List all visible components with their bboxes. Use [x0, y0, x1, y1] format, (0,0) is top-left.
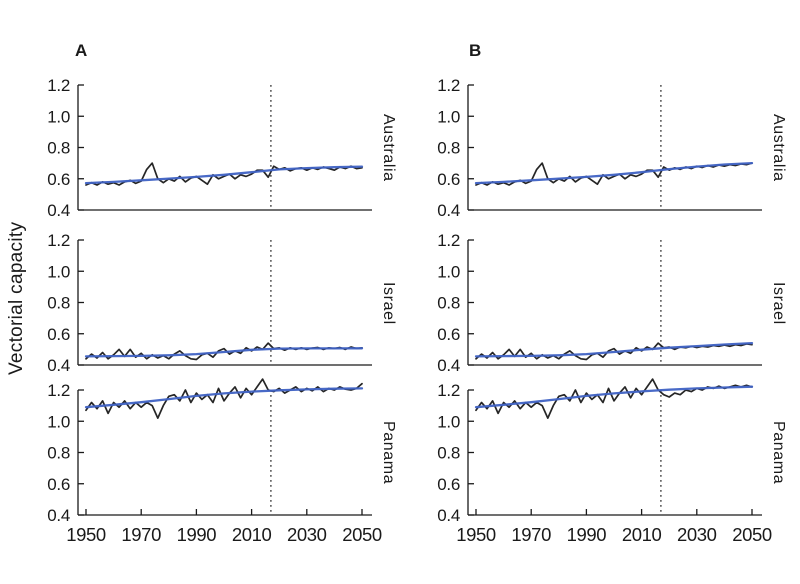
y-tick-label: 0.6	[437, 325, 460, 344]
x-tick-label: 2030	[677, 524, 717, 545]
y-tick-label: 0.8	[47, 444, 70, 463]
row-label-israel-a: Israel	[380, 281, 397, 325]
row-label-panama-b: Panama	[770, 421, 787, 485]
y-tick-label: 0.6	[47, 475, 70, 494]
row-label-australia-b: Australia	[770, 114, 787, 182]
x-axis: 1950 1970 1990 2010 2030 2050	[456, 509, 772, 545]
y-tick-label: 1.2	[437, 231, 460, 250]
x-axis: 1950 1970 1990 2010 2030 2050	[66, 509, 382, 545]
y-tick-label: 0.4	[47, 356, 70, 375]
y-tick-label: 0.4	[437, 506, 460, 525]
row-label-israel-b: Israel	[770, 281, 787, 325]
observed-series-line	[475, 378, 753, 419]
y-axis: 0.4 0.6 0.8 1.0 1.2	[47, 231, 84, 375]
y-tick-label: 0.8	[47, 139, 70, 158]
y-tick-label: 1.2	[437, 381, 460, 400]
x-tick-label: 2010	[232, 524, 272, 545]
panel-label-a: A	[75, 41, 88, 60]
y-tick-label: 0.4	[47, 506, 70, 525]
y-tick-label: 1.2	[47, 76, 70, 95]
y-tick-label: 0.4	[437, 201, 460, 220]
trend-series-line	[474, 341, 754, 358]
row-label-panama-a: Panama	[380, 421, 397, 485]
y-tick-label: 0.4	[47, 201, 70, 220]
panel-a-panama: 0.4 0.6 0.8 1.0 1.2 1950 1970 1990 2010 2030 2050	[47, 378, 382, 545]
y-tick-label: 0.6	[47, 325, 70, 344]
y-tick-label: 0.6	[437, 170, 460, 189]
trend-series-line	[474, 385, 754, 409]
row-label-australia-a: Australia	[380, 114, 397, 182]
panel-a-australia: 0.4 0.6 0.8 1.0 1.2	[47, 76, 372, 220]
y-tick-label: 1.0	[437, 107, 460, 126]
x-tick-label: 1990	[177, 524, 217, 545]
y-tick-label: 0.8	[437, 444, 460, 463]
panel-a-israel: 0.4 0.6 0.8 1.0 1.2	[47, 231, 372, 375]
x-tick-label: 2030	[287, 524, 327, 545]
x-tick-label: 2050	[732, 524, 772, 545]
y-axis: 0.4 0.6 0.8 1.0 1.2	[437, 381, 474, 525]
y-tick-label: 1.2	[47, 231, 70, 250]
observed-series-line	[85, 378, 363, 419]
x-tick-label: 2050	[342, 524, 382, 545]
y-tick-label: 1.0	[437, 262, 460, 281]
y-tick-label: 1.0	[47, 262, 70, 281]
y-axis-title: Vectorial capacity	[6, 221, 27, 375]
trend-series-line	[84, 165, 364, 185]
y-tick-label: 0.8	[437, 139, 460, 158]
y-tick-label: 0.8	[47, 294, 70, 313]
panel-label-b: B	[469, 41, 482, 60]
y-tick-label: 0.6	[47, 170, 70, 189]
y-tick-label: 1.0	[47, 107, 70, 126]
panel-b-panama: 0.4 0.6 0.8 1.0 1.2 1950 1970 1990 2010 2030 2050	[437, 378, 772, 545]
y-tick-label: 1.2	[47, 381, 70, 400]
y-axis: 0.4 0.6 0.8 1.0 1.2	[437, 76, 474, 220]
trend-series-line	[84, 387, 364, 409]
y-axis: 0.4 0.6 0.8 1.0 1.2	[47, 381, 84, 525]
x-tick-label: 1990	[567, 524, 607, 545]
x-tick-label: 1970	[121, 524, 161, 545]
observed-series-line	[475, 342, 753, 361]
x-tick-label: 1970	[511, 524, 551, 545]
y-tick-label: 1.0	[437, 412, 460, 431]
y-axis: 0.4 0.6 0.8 1.0 1.2	[437, 231, 474, 375]
x-tick-label: 2010	[622, 524, 662, 545]
x-tick-label: 1950	[66, 524, 106, 545]
trend-series-line	[84, 347, 364, 358]
y-axis: 0.4 0.6 0.8 1.0 1.2	[47, 76, 84, 220]
y-tick-label: 0.4	[437, 356, 460, 375]
y-tick-label: 1.2	[437, 76, 460, 95]
y-tick-label: 0.6	[437, 475, 460, 494]
panel-b-israel: 0.4 0.6 0.8 1.0 1.2	[437, 231, 762, 375]
y-tick-label: 0.8	[437, 294, 460, 313]
trend-series-line	[474, 161, 754, 185]
x-tick-label: 1950	[456, 524, 496, 545]
panel-b-australia: 0.4 0.6 0.8 1.0 1.2	[437, 76, 762, 220]
y-tick-label: 1.0	[47, 412, 70, 431]
